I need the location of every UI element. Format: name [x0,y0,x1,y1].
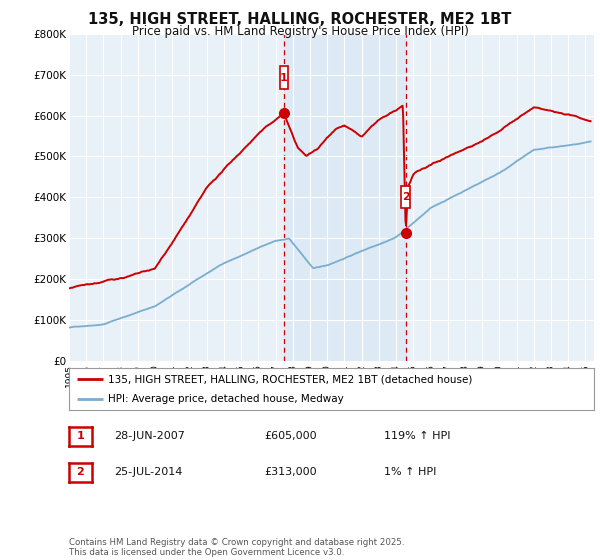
Text: 135, HIGH STREET, HALLING, ROCHESTER, ME2 1BT (detached house): 135, HIGH STREET, HALLING, ROCHESTER, ME… [109,374,473,384]
Text: Contains HM Land Registry data © Crown copyright and database right 2025.
This d: Contains HM Land Registry data © Crown c… [69,538,404,557]
Bar [284,34,406,361]
Text: 1% ↑ HPI: 1% ↑ HPI [384,466,436,477]
Text: 2: 2 [77,467,84,477]
Text: 119% ↑ HPI: 119% ↑ HPI [384,431,451,441]
Text: £605,000: £605,000 [264,431,317,441]
Text: 135, HIGH STREET, HALLING, ROCHESTER, ME2 1BT: 135, HIGH STREET, HALLING, ROCHESTER, ME… [88,12,512,27]
Text: 28-JUN-2007: 28-JUN-2007 [114,431,185,441]
Text: 1: 1 [280,73,288,83]
Text: Price paid vs. HM Land Registry's House Price Index (HPI): Price paid vs. HM Land Registry's House … [131,25,469,38]
Text: HPI: Average price, detached house, Medway: HPI: Average price, detached house, Medw… [109,394,344,404]
Bar [401,186,410,208]
Text: 2: 2 [402,192,410,202]
Text: 25-JUL-2014: 25-JUL-2014 [114,466,182,477]
Bar [280,66,288,89]
Text: 1: 1 [77,431,84,441]
Text: £313,000: £313,000 [264,466,317,477]
